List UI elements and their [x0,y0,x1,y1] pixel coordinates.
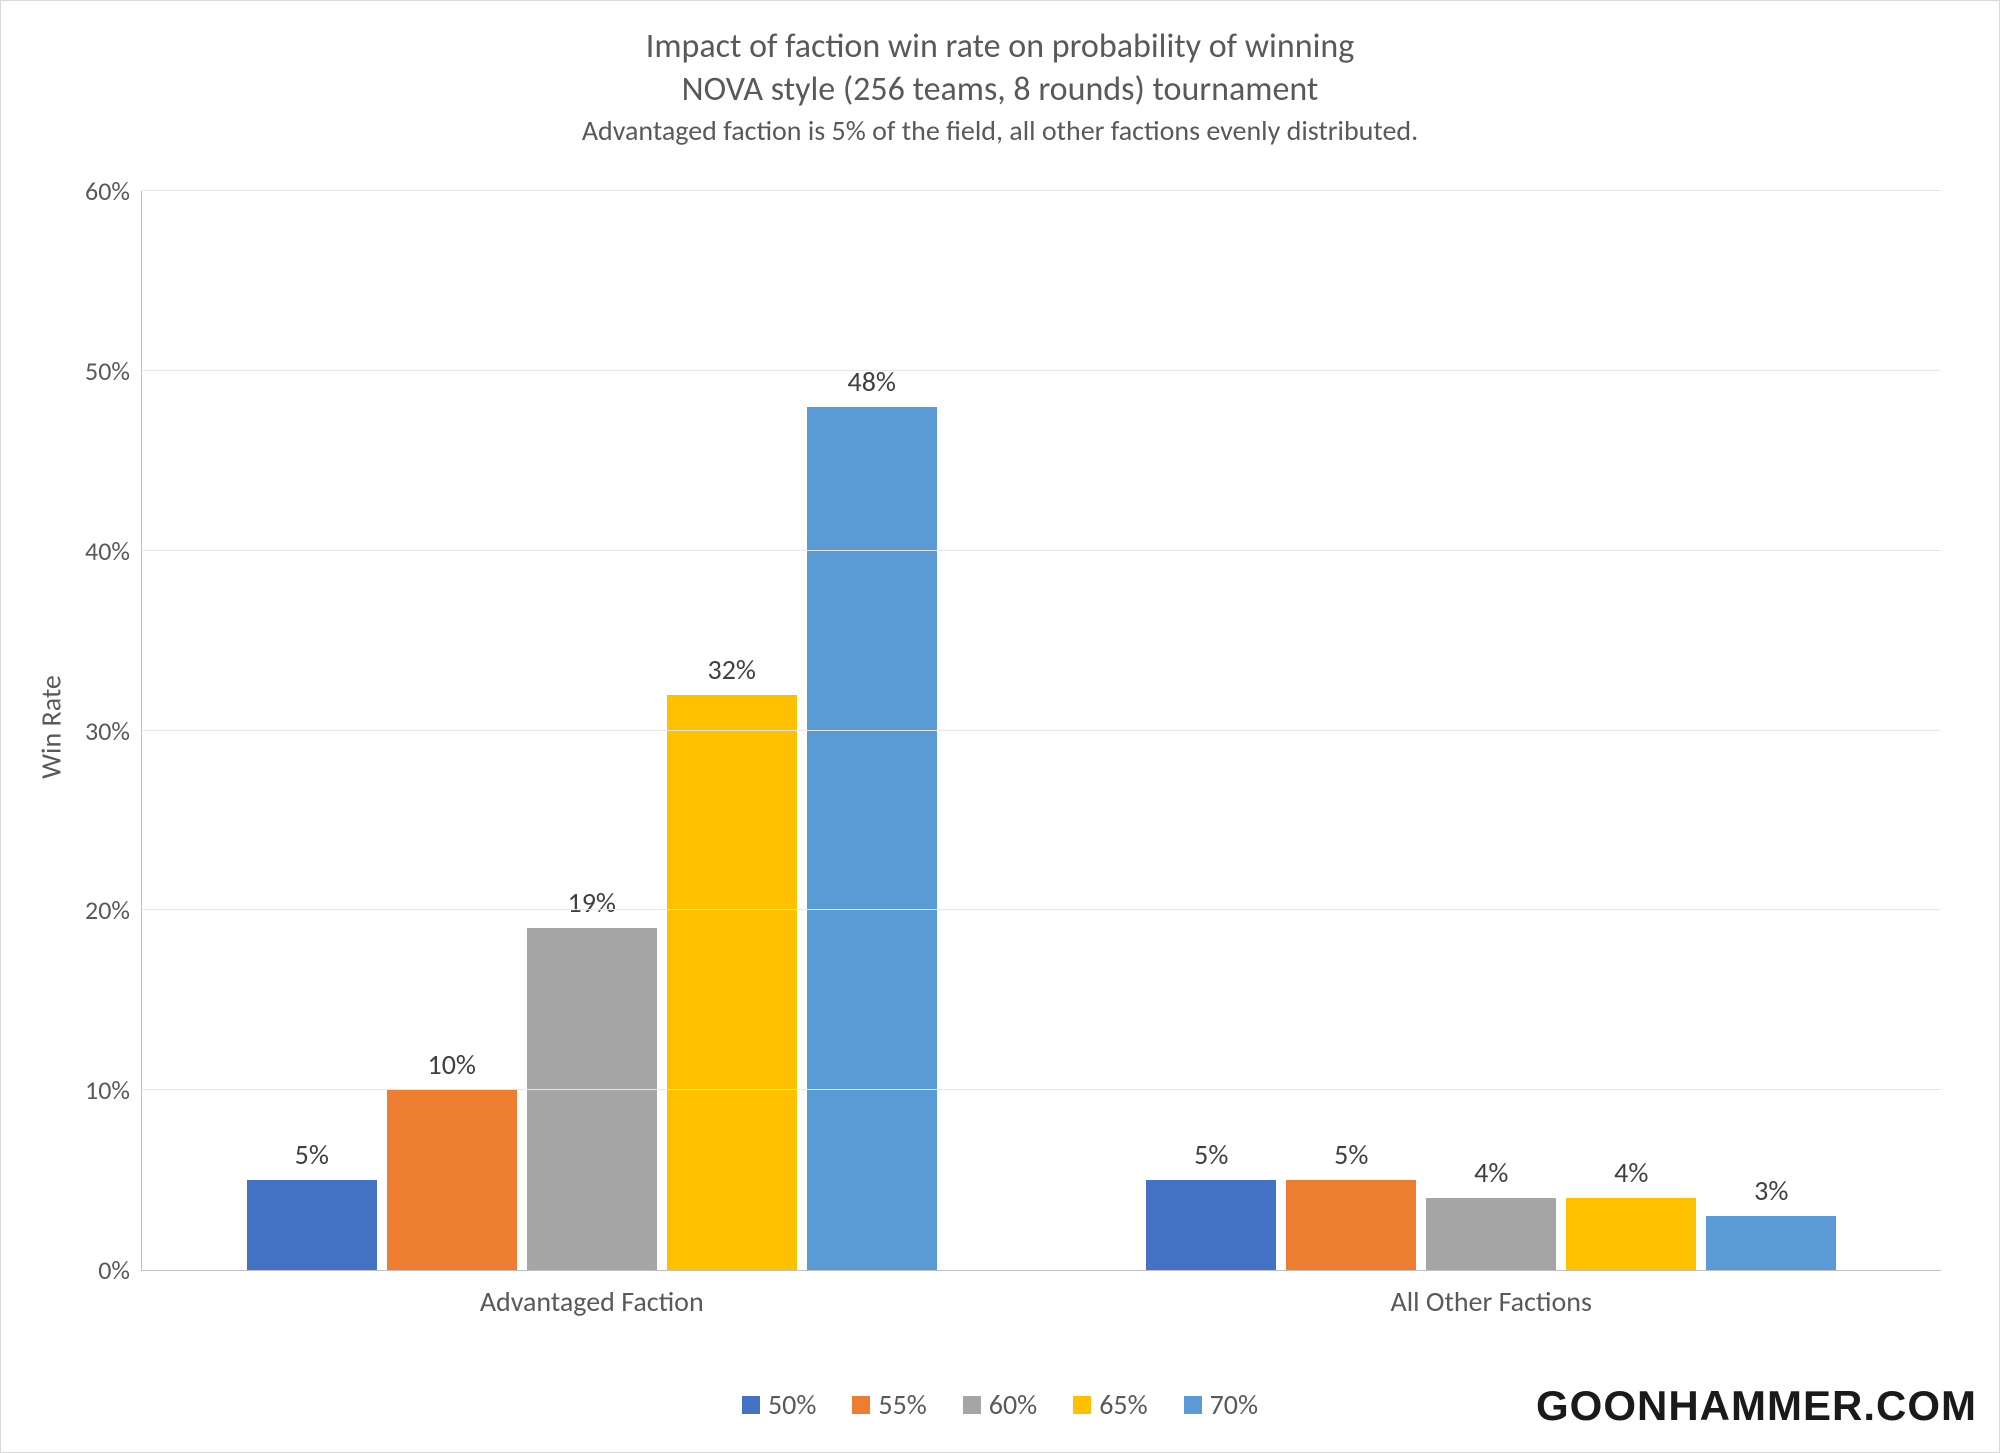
bar: 5% [1146,1180,1276,1270]
legend-item: 55% [852,1387,926,1422]
y-tick-label: 0% [98,1254,130,1286]
legend-swatch [963,1396,981,1414]
gridline [142,730,1941,731]
gridline [142,909,1941,910]
gridline [142,1089,1941,1090]
legend-label: 55% [878,1387,926,1422]
legend-item: 65% [1073,1387,1147,1422]
bar: 4% [1566,1198,1696,1270]
bar-group: 5%5%4%4%3%All Other Factions [1042,191,1942,1270]
legend-swatch [1073,1396,1091,1414]
y-tick-label: 60% [85,175,130,207]
legend: 50% 55% 60% 65% 70% [742,1387,1258,1422]
bar-value-label: 19% [568,885,616,920]
plot-area: 5%10%19%32%48%Advantaged Faction5%5%4%4%… [141,191,1941,1271]
bar: 32% [667,695,797,1270]
legend-swatch [742,1396,760,1414]
chart-title-line-1: Impact of faction win rate on probabilit… [21,26,1979,69]
bar-value-label: 5% [295,1137,329,1172]
bar-value-label: 10% [428,1047,476,1082]
y-axis-title: Win Rate [34,675,69,779]
bar-group: 5%10%19%32%48%Advantaged Faction [142,191,1042,1270]
gridline [142,550,1941,551]
bar: 10% [387,1090,517,1270]
chart-subtitle: Advantaged faction is 5% of the field, a… [21,111,1979,150]
bar: 4% [1426,1198,1556,1270]
gridline [142,370,1941,371]
legend-swatch [852,1396,870,1414]
legend-label: 60% [989,1387,1037,1422]
legend-item: 60% [963,1387,1037,1422]
legend-swatch [1184,1396,1202,1414]
bar-groups: 5%10%19%32%48%Advantaged Faction5%5%4%4%… [142,191,1941,1270]
watermark: GOONHAMMER.COM [1536,1382,1977,1430]
legend-label: 50% [768,1387,816,1422]
bar: 48% [807,407,937,1270]
bar: 19% [527,928,657,1270]
y-tick-label: 30% [85,715,130,747]
legend-item: 70% [1184,1387,1258,1422]
bar-value-label: 5% [1194,1137,1228,1172]
legend-item: 50% [742,1387,816,1422]
legend-label: 70% [1210,1387,1258,1422]
chart-title-block: Impact of faction win rate on probabilit… [21,26,1979,150]
bar: 5% [247,1180,377,1270]
x-category-label: All Other Factions [1391,1284,1592,1319]
bar-value-label: 4% [1614,1155,1648,1190]
y-tick-label: 50% [85,355,130,387]
y-tick-label: 40% [85,535,130,567]
legend-label: 65% [1099,1387,1147,1422]
y-tick-label: 20% [85,894,130,926]
bar-value-label: 3% [1754,1173,1788,1208]
bar-value-label: 4% [1474,1155,1508,1190]
chart-title-line-2: NOVA style (256 teams, 8 rounds) tournam… [21,69,1979,112]
chart-container: Impact of faction win rate on probabilit… [0,0,2000,1453]
bar-value-label: 32% [708,652,756,687]
y-tick-label: 10% [85,1074,130,1106]
x-category-label: Advantaged Faction [480,1284,704,1319]
bar: 3% [1706,1216,1836,1270]
gridline [142,190,1941,191]
bar-value-label: 5% [1334,1137,1368,1172]
bar: 5% [1286,1180,1416,1270]
